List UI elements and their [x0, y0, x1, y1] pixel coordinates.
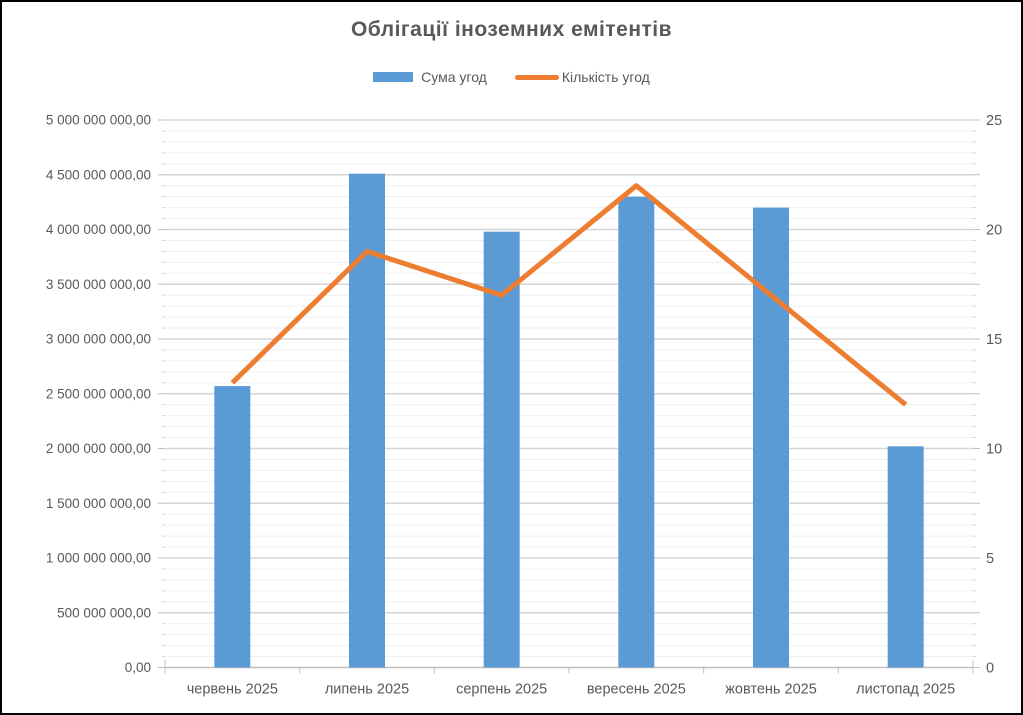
x-axis-label: жовтень 2025	[725, 682, 817, 698]
y-left-tick-label: 3 000 000 000,00	[46, 332, 151, 347]
y-left-tick-label: 500 000 000,00	[57, 605, 151, 620]
y-left-tick-label: 1 500 000 000,00	[46, 496, 151, 511]
y-left-tick-label: 2 500 000 000,00	[46, 386, 151, 401]
legend-item-count: Кількість угод	[514, 69, 650, 85]
y-right-tick-label: 10	[986, 442, 1002, 458]
y-right-tick-label: 25	[986, 113, 1002, 129]
y-left-tick-label: 1 000 000 000,00	[46, 551, 151, 566]
chart-legend: Сума угод Кількість угод	[2, 69, 1021, 85]
bar-серпень 2025	[483, 231, 520, 668]
bar-жовтень 2025	[753, 207, 789, 668]
x-axis-label: липень 2025	[325, 682, 409, 698]
y-left-tick-label: 4 000 000 000,00	[46, 222, 151, 237]
x-axis-label: листопад 2025	[856, 682, 955, 698]
bar-series-swatch-icon	[373, 72, 414, 82]
x-axis-label: вересень 2025	[587, 682, 686, 698]
y-left-tick-label: 5 000 000 000,00	[46, 113, 151, 128]
y-left-tick-label: 2 000 000 000,00	[46, 441, 151, 456]
bar-вересень 2025	[618, 196, 655, 668]
legend-label-count: Кількість угод	[561, 69, 650, 85]
line-series-swatch-icon	[514, 74, 559, 80]
x-axis-label: серпень 2025	[456, 682, 547, 698]
bar-листопад 2025	[887, 446, 924, 668]
legend-label-sum: Сума угод	[421, 69, 487, 85]
legend-item-sum: Сума угод	[373, 69, 487, 85]
y-right-tick-label: 15	[986, 332, 1002, 348]
y-left-tick-label: 3 500 000 000,00	[46, 277, 151, 292]
y-left-tick-label: 0,00	[125, 660, 151, 675]
y-right-tick-label: 20	[986, 223, 1002, 239]
y-left-tick-label: 4 500 000 000,00	[46, 167, 151, 182]
y-right-tick-label: 5	[986, 551, 994, 567]
line-series	[230, 183, 908, 407]
chart-title: Облігації іноземних емітентів	[350, 18, 673, 41]
y-right-tick-label: 0	[986, 661, 994, 677]
x-axis-label: червень 2025	[187, 682, 278, 698]
bar-червень 2025	[214, 386, 251, 668]
bar-липень 2025	[349, 173, 385, 668]
